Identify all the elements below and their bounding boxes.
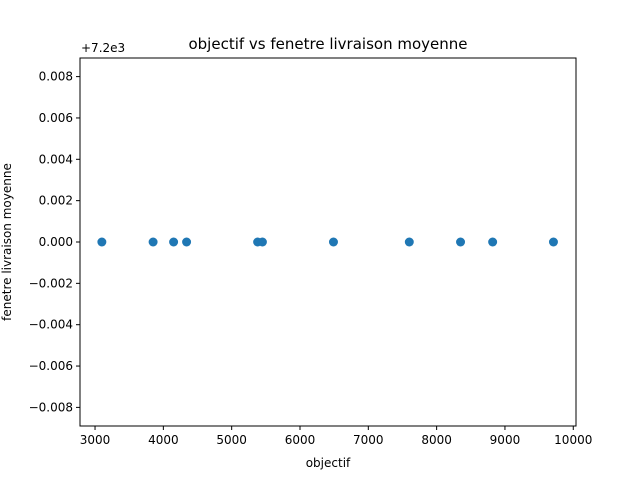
- x-axis-label: objectif: [306, 456, 351, 470]
- data-point: [257, 237, 267, 247]
- x-tick-label: 6000: [285, 433, 316, 447]
- y-tick-label: −0.006: [29, 359, 73, 373]
- data-point: [488, 237, 498, 247]
- y-tick-label: 0.000: [39, 235, 73, 249]
- data-point: [148, 237, 158, 247]
- y-axis-label: fenetre livraison moyenne: [0, 163, 14, 321]
- y-tick-label: 0.004: [39, 152, 73, 166]
- x-tick-label: 4000: [148, 433, 179, 447]
- x-tick-label: 3000: [80, 433, 111, 447]
- data-point: [97, 237, 107, 247]
- data-point: [456, 237, 466, 247]
- data-point: [182, 237, 192, 247]
- x-tick-label: 7000: [353, 433, 384, 447]
- x-tick-label: 5000: [216, 433, 247, 447]
- data-point: [548, 237, 558, 247]
- y-tick-label: −0.004: [29, 318, 73, 332]
- y-tick-label: 0.002: [39, 194, 73, 208]
- x-tick-label: 8000: [421, 433, 452, 447]
- data-point: [404, 237, 414, 247]
- data-point: [328, 237, 338, 247]
- chart-title: objectif vs fenetre livraison moyenne: [188, 35, 467, 53]
- y-tick-label: 0.008: [39, 70, 73, 84]
- y-tick-label: −0.002: [29, 276, 73, 290]
- y-tick-label: 0.006: [39, 111, 73, 125]
- y-tick-label: −0.008: [29, 400, 73, 414]
- data-point: [169, 237, 179, 247]
- y-offset-label: +7.2e3: [81, 41, 125, 55]
- plot-area: 3000 4000 5000 6000 7000 8000 9000 10000 0.008 0.…: [29, 57, 592, 447]
- x-tick-label: 9000: [490, 433, 521, 447]
- x-tick-label: 10000: [554, 433, 592, 447]
